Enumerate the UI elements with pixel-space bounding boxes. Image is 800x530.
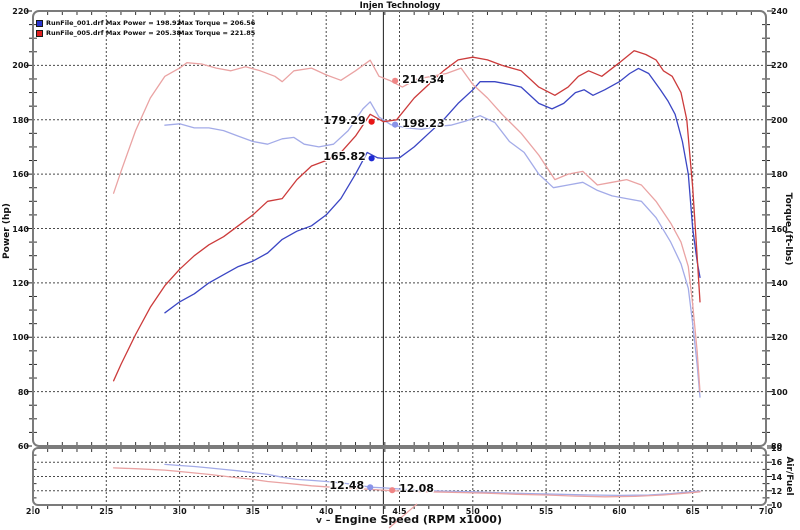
run2-max-power: Max Power = 205.38 — [105, 29, 182, 37]
rpm-tick-label: 3.5 — [245, 507, 260, 516]
af-tick-label: 18 — [771, 444, 783, 453]
af-tick-label: 14 — [771, 472, 783, 482]
rpm-tick-label: 3.0 — [172, 507, 187, 516]
dash-marker: – — [325, 516, 331, 526]
rpm-tick-label: 4.5 — [392, 507, 407, 516]
run2-file: RunFile_005.drf — [46, 29, 104, 37]
power-tick-label: 200 — [12, 61, 29, 71]
power-tick-label: 160 — [12, 170, 29, 180]
legend: RunFile_001.drf Max Power = 198.92 Max T… — [36, 18, 255, 38]
power-tick-label: 120 — [12, 278, 29, 288]
rpm-tick-label: 2.0 — [25, 507, 41, 516]
run1-max-torque: Max Torque = 206.56 — [178, 19, 256, 27]
annotation-leader-line — [388, 503, 418, 529]
legend-run-1[interactable]: RunFile_001.drf Max Power = 198.92 Max T… — [36, 18, 255, 28]
cursor-dot — [392, 121, 399, 128]
cursor-value-annotation: 179.29 — [323, 113, 366, 127]
x-axis-label-row: v – Engine Speed (RPM x1000) — [316, 513, 502, 526]
legend-run-2[interactable]: RunFile_005.drf Max Power = 205.38 Max T… — [36, 28, 255, 38]
chevron-down-icon[interactable]: v — [316, 516, 322, 526]
rpm-tick-label: 2.5 — [99, 507, 114, 516]
run1-color-swatch — [36, 19, 43, 27]
af-tick-label: 16 — [771, 458, 783, 468]
af-tick-label: 10 — [771, 501, 783, 510]
curve-runfile-001-power-hp- — [164, 67, 701, 314]
af-axis-label: Air/Fuel — [784, 456, 794, 496]
run2-color-swatch — [36, 29, 43, 37]
cursor-dot — [389, 487, 396, 494]
curve-runfile-001-a-f — [164, 463, 701, 497]
torque-tick-label: 200 — [771, 115, 788, 125]
curve-runfile-005-power-hp- — [112, 50, 701, 382]
torque-tick-label: 240 — [771, 7, 788, 16]
power-tick-label: 180 — [12, 115, 29, 125]
torque-tick-label: 220 — [771, 61, 788, 71]
torque-tick-label: 140 — [771, 278, 788, 288]
rpm-tick-label: 5.0 — [465, 507, 480, 516]
torque-tick-label: 80 — [771, 442, 783, 451]
af-tick-label: 12 — [771, 486, 783, 496]
run2-max-torque: Max Torque = 221.85 — [178, 29, 256, 37]
curve-runfile-001-torque-ft-lbs- — [164, 101, 701, 398]
cursor-value-annotation: 214.34 — [402, 72, 445, 86]
power-tick-label: 140 — [12, 224, 29, 234]
x-axis-label: Engine Speed (RPM x1000) — [334, 513, 502, 526]
power-tick-label: 80 — [17, 387, 29, 397]
power-tick-label: 100 — [12, 333, 29, 343]
power-tick-label: 220 — [12, 7, 29, 16]
rpm-tick-label: 6.0 — [612, 507, 627, 516]
rpm-tick-label: 7.0 — [758, 507, 774, 516]
rpm-tick-label: 5.5 — [539, 507, 554, 516]
main-plot-frame[interactable] — [32, 10, 767, 447]
curve-runfile-005-torque-ft-lbs- — [112, 59, 701, 393]
torque-tick-label: 120 — [771, 333, 788, 343]
cursor-value-annotation: 12.48 — [329, 479, 365, 493]
power-tick-label: 60 — [17, 442, 29, 451]
cursor-dot — [368, 118, 375, 125]
cursor-dot — [368, 155, 375, 162]
curve-runfile-005-a-f — [112, 467, 701, 498]
torque-tick-label: 180 — [771, 170, 788, 180]
run1-max-power: Max Power = 198.92 — [105, 19, 182, 27]
torque-tick-label: 100 — [771, 387, 788, 397]
torque-tick-label: 160 — [771, 224, 788, 234]
chart-title: Injen Technology — [359, 1, 441, 11]
cursor-value-annotation: 198.23 — [402, 116, 445, 130]
rpm-tick-label: 6.5 — [685, 507, 700, 516]
rpm-tick-label: 4.0 — [319, 507, 334, 516]
cursor-dot — [392, 77, 399, 84]
cursor-dot — [367, 484, 374, 491]
cursor-value-annotation: 12.08 — [399, 482, 434, 496]
cursor-value-annotation: 165.82 — [323, 150, 366, 164]
run1-file: RunFile_001.drf — [46, 19, 104, 27]
af-plot-frame[interactable] — [32, 447, 767, 506]
